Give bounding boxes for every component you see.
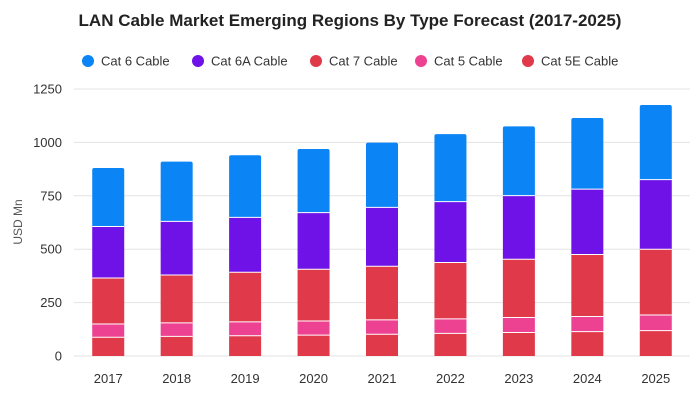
y-tick-label: 750 <box>40 188 62 203</box>
y-tick-label: 250 <box>40 295 62 310</box>
legend-label: Cat 5E Cable <box>541 54 618 69</box>
bar-stack-2019 <box>229 155 262 356</box>
bars <box>92 105 672 356</box>
bar-cat-7-cable-2024 <box>571 254 604 317</box>
legend-swatch <box>310 55 322 67</box>
bar-cat-6a-cable-2024 <box>571 189 604 255</box>
y-tick-label: 1000 <box>33 135 62 150</box>
bar-cat-6a-cable-2022 <box>434 201 467 263</box>
bar-cat-5-cable-2025 <box>639 314 672 331</box>
x-tick-label: 2020 <box>299 371 328 386</box>
bar-cat-6-cable-2021 <box>366 142 398 208</box>
bar-cat-6-cable-2018 <box>160 161 193 222</box>
bar-cat-5-cable-2021 <box>366 319 398 335</box>
bar-cat-5e-cable-2020 <box>297 335 330 356</box>
x-tick-label: 2023 <box>504 371 533 386</box>
bar-cat-7-cable-2018 <box>160 275 193 323</box>
bar-cat-6-cable-2019 <box>229 155 262 218</box>
legend-label: Cat 5 Cable <box>434 54 503 69</box>
legend-swatch <box>192 55 204 67</box>
bar-cat-5-cable-2017 <box>92 323 125 338</box>
legend-label: Cat 7 Cable <box>329 54 398 69</box>
legend-item-cat-6-cable: Cat 6 Cable <box>82 54 170 69</box>
bar-cat-6-cable-2017 <box>92 168 125 227</box>
bar-cat-6a-cable-2020 <box>297 212 330 270</box>
bar-cat-6-cable-2025 <box>639 105 672 180</box>
x-tick-label: 2019 <box>231 371 260 386</box>
bar-cat-5e-cable-2021 <box>366 334 398 356</box>
x-tick-label: 2017 <box>94 371 123 386</box>
bar-cat-6a-cable-2017 <box>92 226 125 279</box>
bar-stack-2022 <box>434 134 467 356</box>
y-axis-ticks: 0 250 500 750 1000 1250 <box>33 82 62 364</box>
bar-cat-5-cable-2019 <box>229 321 262 336</box>
legend-label: Cat 6 Cable <box>101 54 170 69</box>
bar-cat-6a-cable-2021 <box>366 207 398 267</box>
bar-cat-5-cable-2024 <box>571 316 604 332</box>
bar-cat-5e-cable-2025 <box>639 330 672 356</box>
bar-cat-6-cable-2023 <box>502 126 535 196</box>
legend-item-cat-7-cable: Cat 7 Cable <box>310 54 398 69</box>
bar-cat-7-cable-2025 <box>639 249 672 315</box>
bar-cat-6a-cable-2018 <box>160 221 193 276</box>
bar-cat-5e-cable-2018 <box>160 336 193 356</box>
bar-cat-7-cable-2019 <box>229 272 262 322</box>
x-tick-label: 2021 <box>368 371 397 386</box>
y-tick-label: 1250 <box>33 82 62 97</box>
bar-cat-7-cable-2021 <box>366 266 398 320</box>
y-axis-label: USD Mn <box>11 199 25 244</box>
bar-cat-5-cable-2018 <box>160 322 193 337</box>
bar-cat-7-cable-2017 <box>92 278 125 324</box>
bar-cat-5-cable-2020 <box>297 320 330 336</box>
bar-stack-2020 <box>297 149 330 356</box>
x-axis-ticks: 2017 2018 2019 2020 2021 2022 2023 2024 2025 <box>94 371 670 386</box>
bar-stack-2023 <box>502 126 535 356</box>
legend-label: Cat 6A Cable <box>211 54 288 69</box>
bar-stack-2018 <box>160 161 193 356</box>
bar-cat-6a-cable-2025 <box>639 179 672 250</box>
bar-stack-2021 <box>366 142 398 356</box>
bar-stack-2024 <box>571 118 604 356</box>
bar-cat-5e-cable-2023 <box>502 332 535 356</box>
legend-item-cat-6a-cable: Cat 6A Cable <box>192 54 288 69</box>
bar-cat-6-cable-2022 <box>434 134 467 202</box>
bar-cat-5e-cable-2022 <box>434 333 467 356</box>
bar-cat-5e-cable-2017 <box>92 337 125 356</box>
x-tick-label: 2022 <box>436 371 465 386</box>
bar-cat-5e-cable-2024 <box>571 331 604 356</box>
x-tick-label: 2025 <box>641 371 670 386</box>
bar-stack-2017 <box>92 168 125 356</box>
bar-cat-5-cable-2022 <box>434 318 467 334</box>
bar-cat-6a-cable-2023 <box>502 195 535 260</box>
legend: Cat 6 Cable Cat 6A Cable Cat 7 Cable Cat 5 … <box>82 54 618 69</box>
x-tick-label: 2018 <box>162 371 191 386</box>
legend-swatch <box>522 55 534 67</box>
chart-title: LAN Cable Market Emerging Regions By Typ… <box>79 11 622 30</box>
legend-swatch <box>415 55 427 67</box>
legend-swatch <box>82 55 94 67</box>
y-tick-label: 500 <box>40 242 62 257</box>
bar-stack-2025 <box>639 105 672 356</box>
x-tick-label: 2024 <box>573 371 602 386</box>
bar-cat-7-cable-2022 <box>434 262 467 319</box>
bar-cat-5e-cable-2019 <box>229 335 262 356</box>
bar-cat-6-cable-2020 <box>297 149 330 213</box>
legend-item-cat-5-cable: Cat 5 Cable <box>415 54 503 69</box>
bar-cat-7-cable-2020 <box>297 269 330 321</box>
bar-cat-6a-cable-2019 <box>229 217 262 273</box>
bar-cat-5-cable-2023 <box>502 317 535 333</box>
legend-item-cat-5e-cable: Cat 5E Cable <box>522 54 618 69</box>
bar-cat-6-cable-2024 <box>571 118 604 190</box>
y-tick-label: 0 <box>55 349 62 364</box>
bar-cat-7-cable-2023 <box>502 259 535 318</box>
